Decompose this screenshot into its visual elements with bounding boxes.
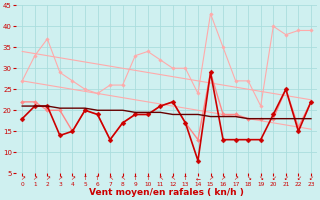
X-axis label: Vent moyen/en rafales ( kn/h ): Vent moyen/en rafales ( kn/h )	[89, 188, 244, 197]
